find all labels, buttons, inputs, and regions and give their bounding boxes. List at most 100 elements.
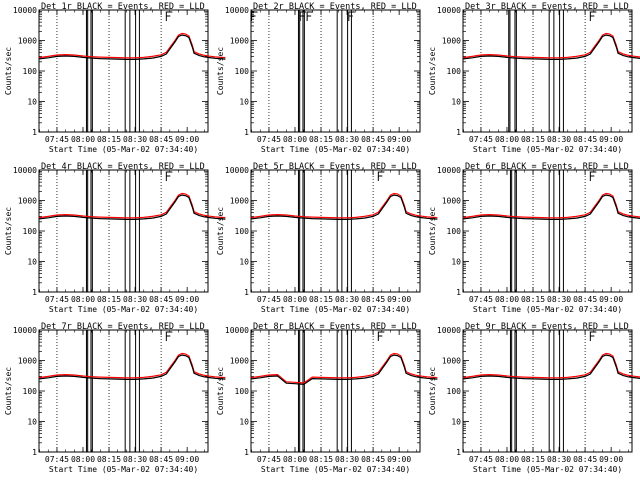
y-tick-label: 1 <box>244 128 249 137</box>
detector-panel: 1 10 100 1000 10000 07:45 08:00 08:15 08:30 08:45… <box>4 2 226 154</box>
y-axis-label: Counts/sec <box>4 207 13 255</box>
x-tick-label: 08:30 <box>547 295 571 304</box>
x-tick-label: 08:00 <box>283 135 307 144</box>
plot-frame <box>38 169 209 293</box>
panel-title: Det 2r BLACK = Events, RED = LLD <box>253 2 417 12</box>
y-tick-label: 100 <box>235 227 250 236</box>
x-tick-label: 08:45 <box>573 135 597 144</box>
flare-flag-marker <box>589 171 597 181</box>
y-tick-label: 100 <box>23 387 38 396</box>
x-axis-label: Start Time (05-Mar-02 07:34:40) <box>473 465 622 474</box>
y-tick-label: 1 <box>456 288 461 297</box>
x-tick-label: 08:30 <box>547 455 571 464</box>
x-tick-label: 07:45 <box>257 135 281 144</box>
x-tick-label: 09:00 <box>387 135 411 144</box>
y-tick-label: 10 <box>451 98 461 107</box>
x-tick-label: 08:15 <box>309 295 333 304</box>
y-tick-label: 10 <box>27 98 37 107</box>
x-tick-label: 08:45 <box>149 295 173 304</box>
y-tick-label: 10000 <box>13 166 37 175</box>
y-axis-label: Counts/sec <box>216 367 225 415</box>
plot-frame <box>462 329 633 453</box>
y-tick-label: 10 <box>239 418 249 427</box>
x-tick-label: 09:00 <box>175 455 199 464</box>
x-tick-label: 08:15 <box>97 135 121 144</box>
x-axis-label: Start Time (05-Mar-02 07:34:40) <box>473 145 622 154</box>
y-tick-label: 10 <box>451 418 461 427</box>
lld-series-line <box>463 352 640 379</box>
y-axis-label: Counts/sec <box>216 207 225 255</box>
x-tick-label: 07:45 <box>45 455 69 464</box>
x-tick-label: 09:00 <box>387 295 411 304</box>
lld-series-line <box>251 192 438 219</box>
events-series-line <box>39 194 226 220</box>
events-series-line <box>463 194 640 220</box>
lld-series-line <box>463 192 640 219</box>
y-tick-label: 10000 <box>13 6 37 15</box>
x-tick-label: 08:15 <box>521 455 545 464</box>
x-tick-label: 08:15 <box>521 135 545 144</box>
y-tick-label: 1 <box>244 288 249 297</box>
y-tick-label: 10000 <box>225 166 249 175</box>
y-axis-label: Counts/sec <box>428 207 437 255</box>
x-axis-label: Start Time (05-Mar-02 07:34:40) <box>49 145 198 154</box>
events-series-line <box>463 354 640 380</box>
y-tick-label: 10 <box>27 258 37 267</box>
plot-frame <box>250 169 421 293</box>
events-series-line <box>39 354 226 380</box>
x-tick-label: 08:15 <box>97 295 121 304</box>
detector-panel: 1 10 100 1000 10000 07:45 08:00 08:15 08:30 08:45… <box>428 2 640 154</box>
plot-frame <box>250 9 421 133</box>
x-tick-label: 08:45 <box>149 135 173 144</box>
panel-title: Det 5r BLACK = Events, RED = LLD <box>253 162 417 172</box>
x-tick-label: 09:00 <box>599 295 623 304</box>
y-tick-label: 1000 <box>18 357 37 366</box>
y-tick-label: 1000 <box>18 37 37 46</box>
y-tick-label: 1 <box>32 448 37 457</box>
x-axis-label: Start Time (05-Mar-02 07:34:40) <box>261 305 410 314</box>
x-tick-label: 07:45 <box>257 295 281 304</box>
x-tick-label: 08:00 <box>495 135 519 144</box>
x-tick-label: 07:45 <box>469 455 493 464</box>
x-tick-label: 08:30 <box>547 135 571 144</box>
x-tick-label: 09:00 <box>599 135 623 144</box>
y-tick-label: 10 <box>27 418 37 427</box>
x-tick-label: 08:15 <box>309 455 333 464</box>
y-tick-label: 100 <box>447 67 462 76</box>
panel-title: Det 6r BLACK = Events, RED = LLD <box>465 162 629 172</box>
lld-series-line <box>251 352 438 384</box>
y-axis-label: Counts/sec <box>4 367 13 415</box>
flare-flag-marker <box>377 331 385 341</box>
flare-flag-marker <box>165 171 173 181</box>
x-tick-label: 08:00 <box>71 295 95 304</box>
y-tick-label: 1 <box>244 448 249 457</box>
events-series-line <box>251 354 438 386</box>
flare-flag-marker <box>251 11 258 21</box>
y-tick-label: 1000 <box>442 197 461 206</box>
x-tick-label: 08:30 <box>123 455 147 464</box>
events-series-line <box>39 34 226 60</box>
x-axis-label: Start Time (05-Mar-02 07:34:40) <box>261 145 410 154</box>
x-tick-label: 09:00 <box>599 455 623 464</box>
y-tick-label: 1000 <box>230 357 249 366</box>
panel-title: Det 1r BLACK = Events, RED = LLD <box>41 2 205 12</box>
y-tick-label: 1 <box>456 128 461 137</box>
x-tick-label: 09:00 <box>387 455 411 464</box>
x-axis-label: Start Time (05-Mar-02 07:34:40) <box>49 465 198 474</box>
panel-title: Det 3r BLACK = Events, RED = LLD <box>465 2 629 12</box>
y-tick-label: 1000 <box>230 37 249 46</box>
y-tick-label: 1000 <box>230 197 249 206</box>
x-tick-label: 08:15 <box>97 455 121 464</box>
y-tick-label: 10000 <box>437 6 461 15</box>
x-axis-label: Start Time (05-Mar-02 07:34:40) <box>49 305 198 314</box>
x-tick-label: 08:45 <box>361 455 385 464</box>
events-series-line <box>463 34 640 60</box>
detector-panel: 1 10 100 1000 10000 07:45 08:00 08:15 08:30 08:45… <box>216 322 438 474</box>
y-tick-label: 10000 <box>437 326 461 335</box>
y-tick-label: 100 <box>235 387 250 396</box>
detector-panel: 1 10 100 1000 10000 07:45 08:00 08:15 08:30 08:45… <box>4 322 226 474</box>
plot-frame <box>38 329 209 453</box>
y-tick-label: 1000 <box>18 197 37 206</box>
flare-flag-marker <box>377 171 385 181</box>
